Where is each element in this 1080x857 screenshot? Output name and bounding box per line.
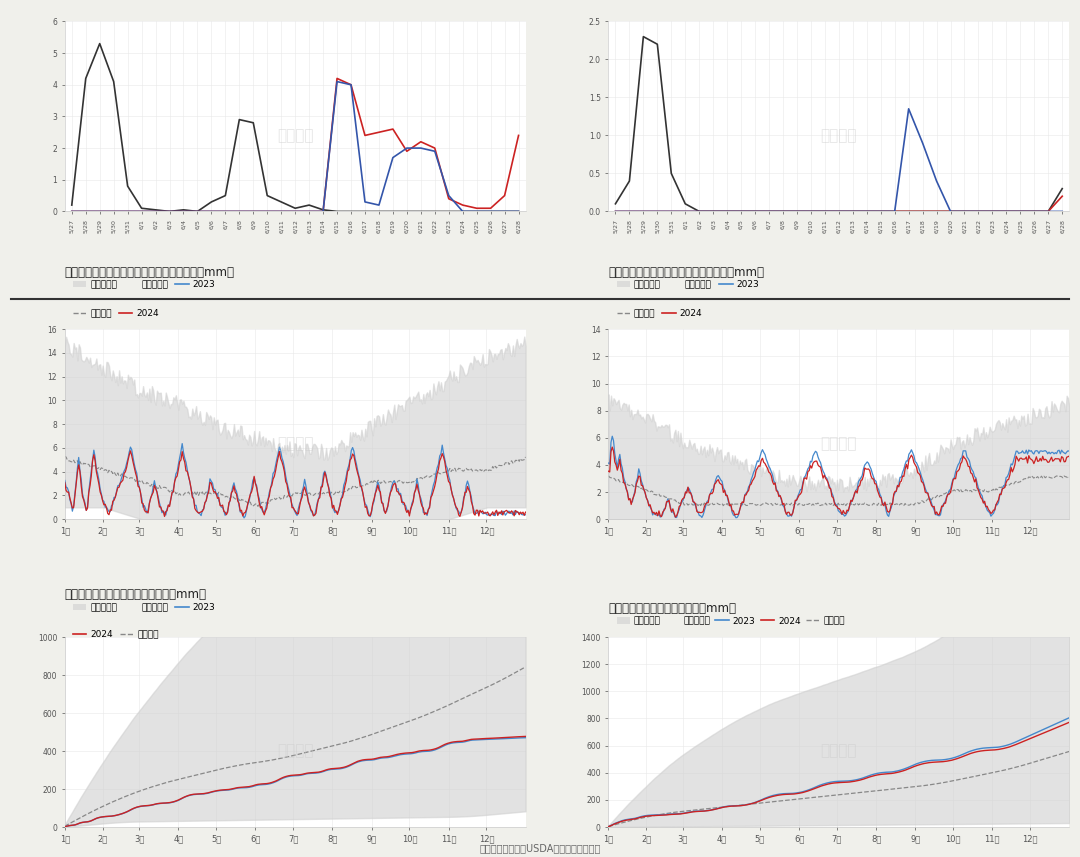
Text: 澳大利亚昆士兰州十天移动平均降雨量（mm）: 澳大利亚昆士兰州十天移动平均降雨量（mm） [608, 267, 765, 279]
Legend: 历史, GFSop, ECop: 历史, GFSop, ECop [210, 0, 380, 3]
Text: 大地期货: 大地期货 [276, 128, 313, 143]
Legend: 历史均值, 2024: 历史均值, 2024 [613, 305, 706, 321]
Legend: 历史均值, 2024: 历史均值, 2024 [69, 305, 162, 321]
Text: 数据来源：路透，USDA，大地期货研究院: 数据来源：路透，USDA，大地期货研究院 [480, 842, 600, 853]
Text: 大地期货: 大地期货 [821, 128, 858, 143]
Text: 大地期货: 大地期货 [276, 744, 313, 758]
Text: 大地期货: 大地期货 [821, 435, 858, 451]
Text: 澳大利亚新南威尔士州累计降雨量（mm）: 澳大利亚新南威尔士州累计降雨量（mm） [65, 588, 206, 601]
Text: 澳大利亚新南威尔士州十天移动平均降雨量（mm）: 澳大利亚新南威尔士州十天移动平均降雨量（mm） [65, 267, 234, 279]
Legend: 历史, GFSop, ECop: 历史, GFSop, ECop [754, 0, 924, 3]
Text: 澳大利亚昆士兰州累计降雨量（mm）: 澳大利亚昆士兰州累计降雨量（mm） [608, 602, 737, 615]
Legend: 历史最高值, 历史最低值, 2023, 2024, 历史均值: 历史最高值, 历史最低值, 2023, 2024, 历史均值 [613, 613, 848, 629]
Legend: 2024, 历史均值: 2024, 历史均值 [69, 626, 162, 643]
Text: 大地期货: 大地期货 [276, 435, 313, 451]
Text: 大地期货: 大地期货 [821, 744, 858, 758]
